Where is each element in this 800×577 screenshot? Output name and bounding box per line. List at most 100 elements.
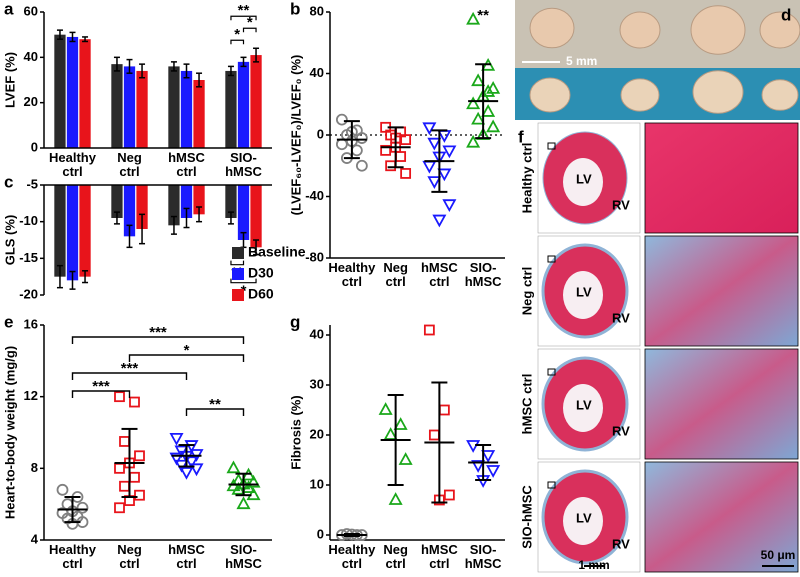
x-tick-label: Healthy ctrl <box>49 542 96 571</box>
bar <box>168 185 180 226</box>
lv-label: LV <box>576 284 592 299</box>
x-tick-label: hMSC ctrl <box>420 260 458 289</box>
legend-swatch <box>232 268 244 280</box>
x-tick-label: SIO- hMSC <box>464 260 502 289</box>
y-tick-label: 80 <box>310 3 324 18</box>
data-point <box>442 145 457 159</box>
bar <box>193 80 205 148</box>
data-point <box>400 168 412 179</box>
data-point <box>422 160 437 174</box>
lv-cavity <box>563 384 603 432</box>
data-point <box>119 480 130 492</box>
data-point <box>76 501 89 514</box>
y-tick-label: 10 <box>310 476 324 491</box>
bar <box>193 185 205 215</box>
significance-label: * <box>247 14 253 31</box>
y-tick-label: -10 <box>19 213 38 228</box>
heart-photo <box>619 11 661 49</box>
data-point <box>395 151 407 162</box>
data-point <box>398 452 413 465</box>
significance-label: *** <box>149 324 167 341</box>
x-tick-label: Neg ctrl <box>383 542 408 571</box>
lv-cavity <box>563 158 603 206</box>
bar <box>168 66 180 148</box>
histology-zoom <box>644 122 799 234</box>
data-point <box>355 159 368 172</box>
data-point <box>241 480 256 493</box>
scale-label: 5 mm <box>566 54 597 68</box>
significance-bracket <box>230 39 245 45</box>
significance-bracket <box>230 278 257 284</box>
bar <box>237 185 250 240</box>
significance-label: *** <box>121 360 139 377</box>
bar <box>225 70 237 148</box>
data-point <box>486 465 501 478</box>
bar <box>123 66 136 148</box>
histology-zoom <box>644 461 799 573</box>
data-point <box>427 176 442 189</box>
legend-label: Baseline <box>248 244 306 260</box>
panel-label: b <box>290 0 300 18</box>
data-point <box>134 450 145 462</box>
inset-box <box>547 481 556 489</box>
y-tick-label: 4 <box>31 531 39 546</box>
bar <box>54 185 66 277</box>
data-point <box>486 81 501 94</box>
data-point <box>442 199 457 213</box>
significance-bracket <box>71 390 131 398</box>
legend-label: D60 <box>248 286 274 302</box>
y-tick-label: 20 <box>310 426 324 441</box>
y-tick-label: 0 <box>317 526 324 541</box>
panel-label: g <box>290 312 300 331</box>
row-label: SIO-hMSC <box>519 485 534 549</box>
y-axis-title: GLS (%) <box>2 215 17 266</box>
rv-label: RV <box>612 536 630 551</box>
data-point <box>380 144 392 156</box>
data-point <box>466 96 481 110</box>
lv-label: LV <box>576 510 592 525</box>
x-tick-label: hMSC ctrl <box>420 542 458 571</box>
data-point <box>56 483 69 496</box>
y-axis-title: (LVEF₆₀-LVEF₀)/LVEF₀ (%) <box>288 55 303 216</box>
heart-photo <box>692 70 744 114</box>
significance-bracket <box>230 15 257 21</box>
x-tick-label: Neg ctrl <box>117 542 142 571</box>
heart-photo <box>620 78 660 112</box>
rv-label: RV <box>612 310 630 325</box>
significance-bracket <box>230 260 245 266</box>
data-point <box>129 471 140 483</box>
data-point <box>432 214 447 228</box>
data-point <box>119 436 130 447</box>
data-point <box>393 417 408 430</box>
inset-box <box>547 142 556 150</box>
y-tick-label: 8 <box>31 460 38 475</box>
y-tick-label: 12 <box>24 388 38 403</box>
heart-photo <box>690 5 746 55</box>
heart-photo <box>761 79 799 111</box>
data-point <box>471 73 486 87</box>
row-label: Healthy ctrl <box>519 143 534 214</box>
data-point <box>114 502 125 514</box>
heart-photo <box>529 77 571 113</box>
y-tick-label: 30 <box>310 376 324 391</box>
bar <box>111 185 123 218</box>
data-point <box>471 460 486 473</box>
bar <box>250 185 262 248</box>
bar <box>66 185 79 281</box>
data-point <box>437 168 452 182</box>
data-point <box>114 462 125 474</box>
panel-label: c <box>4 172 13 191</box>
bar <box>136 185 148 229</box>
data-point <box>226 460 241 474</box>
y-tick-label: 0 <box>31 139 38 154</box>
x-tick-label: SIO- hMSC <box>225 542 262 571</box>
y-tick-label: -15 <box>19 250 38 265</box>
histology-zoom <box>644 235 799 347</box>
lv-cavity <box>563 271 603 319</box>
data-point <box>184 456 199 470</box>
data-point <box>385 160 397 172</box>
annotation: ** <box>477 7 489 24</box>
data-point <box>423 324 435 336</box>
significance-label: * <box>234 26 240 43</box>
